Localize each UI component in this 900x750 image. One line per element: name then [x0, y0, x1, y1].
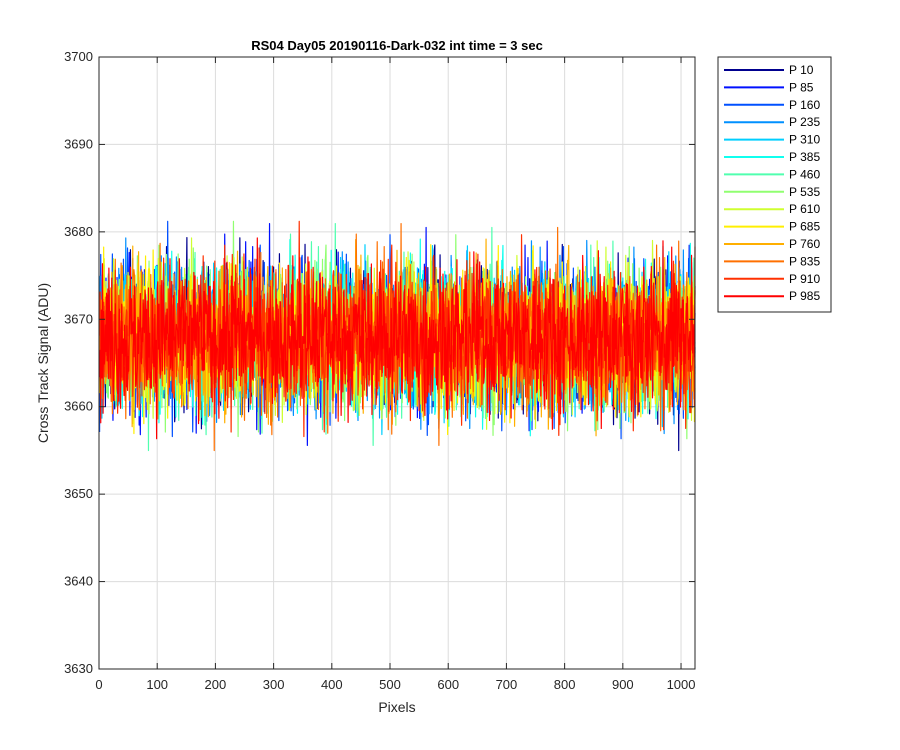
y-tick-label: 3670: [64, 311, 93, 326]
legend-label: P 835: [789, 254, 820, 268]
y-axis-label: Cross Track Signal (ADU): [35, 283, 51, 443]
x-tick-label: 400: [321, 677, 343, 692]
x-tick-label: 100: [146, 677, 168, 692]
legend-label: P 160: [789, 98, 820, 112]
x-tick-label: 0: [95, 677, 102, 692]
x-tick-label: 500: [379, 677, 401, 692]
x-tick-label: 1000: [667, 677, 696, 692]
legend-box: [717, 56, 832, 313]
x-axis-label: Pixels: [378, 699, 415, 715]
legend: P 10 P 85 P 160 P 235 P 310 P 385 P 460 P 535 P …: [717, 56, 832, 313]
x-tick-label: 300: [263, 677, 285, 692]
legend-label: P 85: [789, 80, 814, 94]
y-tick-label: 3660: [64, 399, 93, 414]
legend-label: P 685: [789, 220, 820, 234]
legend-label: P 460: [789, 167, 820, 181]
y-tick-label: 3680: [64, 224, 93, 239]
chart-title: RS04 Day05 20190116-Dark-032 int time = …: [251, 38, 543, 53]
y-tick-label: 3630: [64, 661, 93, 676]
series-line-p985: [98, 237, 696, 440]
ticks: 0 100 200 300 400 500 600 700 800 900 1000 3630 3640…: [64, 49, 695, 692]
x-tick-label: 900: [612, 677, 634, 692]
legend-label: P 760: [789, 237, 820, 251]
series-lines: [98, 220, 696, 452]
legend-label: P 235: [789, 115, 820, 129]
legend-label: P 10: [789, 63, 814, 77]
legend-label: P 610: [789, 202, 820, 216]
y-tick-label: 3700: [64, 49, 93, 64]
legend-label: P 910: [789, 272, 820, 286]
x-tick-label: 200: [205, 677, 227, 692]
x-tick-label: 800: [554, 677, 576, 692]
y-tick-label: 3640: [64, 574, 93, 589]
legend-label: P 310: [789, 133, 820, 147]
legend-label: P 985: [789, 289, 820, 303]
legend-label: P 535: [789, 185, 820, 199]
x-tick-label: 700: [496, 677, 518, 692]
axes-box: [98, 56, 696, 670]
legend-label: P 385: [789, 150, 820, 164]
y-tick-label: 3690: [64, 136, 93, 151]
y-tick-label: 3650: [64, 486, 93, 501]
x-tick-label: 600: [437, 677, 459, 692]
